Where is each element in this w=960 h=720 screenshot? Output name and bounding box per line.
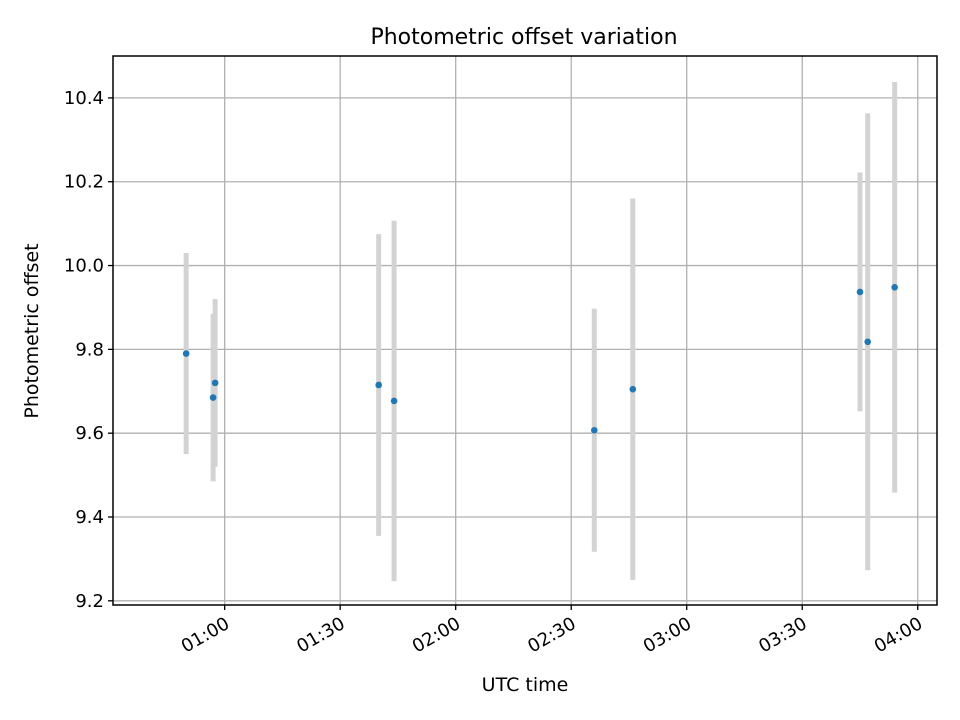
x-axis-label: UTC time — [482, 674, 569, 696]
data-point — [591, 426, 598, 434]
x-tick-label: 01:00 — [178, 613, 233, 657]
y-tick-label: 10.2 — [64, 172, 104, 193]
x-tick-label: 03:00 — [640, 613, 695, 657]
x-axis: 01:00 01:30 02:00 02:30 03:00 03:30 04:00 — [178, 605, 926, 657]
data-point — [211, 379, 219, 387]
error-bars — [183, 81, 898, 582]
y-tick-label: 10.0 — [64, 256, 104, 277]
y-axis-label: Photometric offset — [21, 243, 43, 418]
data-point — [209, 394, 217, 401]
x-tick-label: 02:00 — [409, 613, 464, 657]
data-points — [182, 284, 898, 434]
data-point — [390, 397, 398, 405]
data-point — [629, 385, 637, 393]
y-tick-label: 9.6 — [75, 423, 104, 444]
data-point — [375, 381, 382, 389]
grid — [113, 56, 937, 605]
plot-frame — [112, 55, 938, 606]
y-axis: 9.2 9.4 9.6 9.8 10.0 10.2 10.4 — [64, 88, 113, 612]
y-tick-label: 9.4 — [75, 507, 104, 528]
y-tick-label: 9.8 — [75, 339, 104, 360]
y-tick-label: 9.2 — [75, 591, 104, 612]
chart-title: Photometric offset variation — [370, 25, 677, 50]
data-point — [182, 350, 190, 357]
data-point — [856, 288, 864, 296]
y-tick-label: 10.4 — [64, 88, 104, 109]
x-tick-label: 03:30 — [755, 613, 810, 657]
x-tick-label: 02:30 — [524, 613, 579, 657]
x-tick-label: 04:00 — [871, 613, 926, 657]
x-tick-label: 01:30 — [293, 613, 348, 657]
data-point — [891, 284, 898, 291]
data-point — [864, 338, 871, 346]
